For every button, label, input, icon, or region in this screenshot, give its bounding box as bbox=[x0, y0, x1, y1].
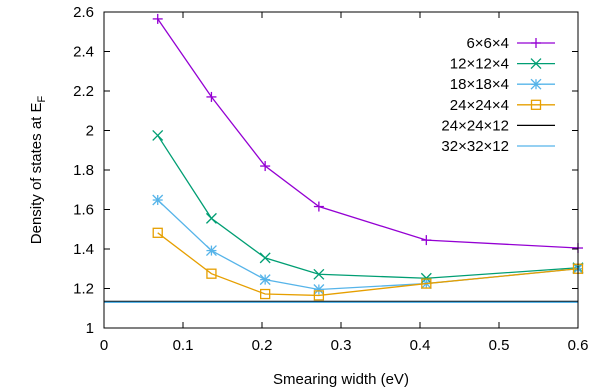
legend-marker-1 bbox=[530, 58, 542, 70]
y-tick-label: 2.2 bbox=[73, 83, 94, 100]
legend-label-3: 24×24×4 bbox=[450, 97, 509, 114]
x-tick-label: 0.5 bbox=[489, 337, 510, 354]
data-point bbox=[313, 284, 325, 295]
x-tick-label: 0.3 bbox=[331, 337, 352, 354]
data-point bbox=[152, 129, 164, 141]
data-point bbox=[259, 252, 271, 264]
legend: 6×6×4 12×12×4 18×18×4 24×24×4 24×24×12 32×32×… bbox=[441, 35, 555, 155]
data-point bbox=[152, 13, 163, 24]
y-tick-label: 2 bbox=[86, 123, 94, 140]
y-axis-label-main: Density of states at E bbox=[28, 103, 45, 245]
data-point bbox=[205, 212, 217, 224]
y-axis-label: Density of states at EF bbox=[28, 96, 48, 245]
data-point bbox=[421, 235, 432, 246]
data-point bbox=[313, 290, 325, 301]
legend-marker-0 bbox=[531, 38, 541, 48]
y-tick-label: 1.6 bbox=[73, 202, 94, 219]
series-line-0 bbox=[157, 18, 579, 249]
legend-label-2: 18×18×4 bbox=[450, 76, 509, 93]
x-tick-label: 0 bbox=[100, 337, 108, 354]
data-point bbox=[260, 288, 271, 300]
data-point bbox=[206, 91, 217, 102]
data-point bbox=[313, 201, 324, 212]
axis-ticks: 0 0.1 0.2 0.3 0.4 0.5 0.6 1 1.2 1.4 1.6 1.8 2 2.2 2.4 2… bbox=[73, 4, 588, 354]
series-line-3 bbox=[157, 232, 579, 297]
y-tick-label: 1 bbox=[86, 320, 94, 337]
x-axis-label: Smearing width (eV) bbox=[273, 371, 409, 388]
legend-label-1: 12×12×4 bbox=[450, 56, 509, 73]
data-point bbox=[313, 268, 325, 280]
series-line-1 bbox=[157, 135, 579, 279]
x-tick-label: 0.2 bbox=[252, 337, 273, 354]
data-point bbox=[206, 268, 217, 279]
data-point bbox=[260, 161, 271, 172]
data-point bbox=[205, 245, 217, 257]
data-point bbox=[259, 274, 271, 286]
x-tick-label: 0.4 bbox=[410, 337, 431, 354]
legend-label-5: 32×32×12 bbox=[441, 138, 509, 155]
y-axis-label-subscript: F bbox=[36, 96, 48, 103]
data-point bbox=[421, 278, 432, 289]
y-tick-label: 1.2 bbox=[73, 281, 94, 298]
plot-series bbox=[104, 13, 584, 303]
x-tick-label: 0.6 bbox=[568, 337, 589, 354]
legend-marker-2 bbox=[530, 78, 542, 90]
legend-marker-3 bbox=[530, 99, 542, 110]
y-tick-label: 2.6 bbox=[73, 4, 94, 21]
data-point bbox=[152, 227, 163, 238]
data-point bbox=[420, 272, 432, 284]
x-tick-label: 0.1 bbox=[173, 337, 194, 354]
legend-label-4: 24×24×12 bbox=[441, 117, 509, 134]
svg-text:Density of states at EF: Density of states at EF bbox=[28, 96, 48, 245]
y-tick-label: 1.8 bbox=[73, 162, 94, 179]
y-tick-label: 1.4 bbox=[73, 241, 94, 258]
data-point bbox=[152, 194, 164, 206]
y-tick-label: 2.4 bbox=[73, 44, 94, 61]
legend-label-0: 6×6×4 bbox=[466, 35, 509, 52]
